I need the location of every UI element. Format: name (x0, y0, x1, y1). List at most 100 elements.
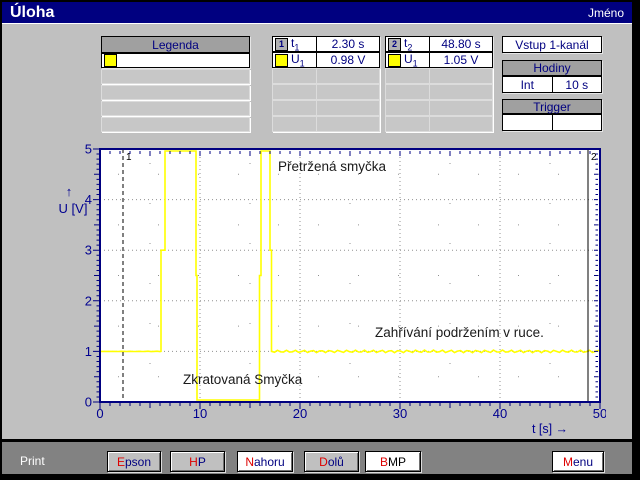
y-tick-label: 1 (85, 344, 92, 359)
measurement-chart: 1 2 Přetržená smyčka Zahřívání podržením v … (59, 142, 606, 437)
cursor-row-label-cell: U1 (273, 51, 317, 69)
legend-header: Legenda (101, 36, 250, 53)
signal-trace-u1 (100, 150, 601, 401)
cursor-id-swatch: 2 (388, 37, 401, 51)
axis-ticks (93, 148, 601, 409)
cursor-row-value-cell (430, 117, 492, 131)
cursor-row-value-cell (430, 69, 492, 83)
legend-series-swatch (104, 54, 117, 67)
legend-row (101, 101, 250, 116)
cursor-row-label-cell (386, 101, 430, 115)
cursor-label-2: 2 (591, 152, 597, 163)
cursor-row: U1 0.98 V (272, 52, 380, 68)
series-color-swatch (275, 53, 288, 67)
cursor-row-label-cell: 1 t1 (273, 35, 317, 53)
cursor-row (385, 68, 493, 84)
cursor-row (385, 100, 493, 116)
cursor-2[interactable]: 2 (587, 149, 597, 402)
quantity-symbol: t2 (404, 35, 413, 53)
cursor-row-label-cell: U1 (386, 52, 430, 68)
y-tick-label: 0 (85, 395, 92, 410)
chart-annotation-2: Zahřívání podržením v ruce. (375, 325, 544, 340)
legend-row (101, 53, 250, 68)
cursor-label-1: 1 (126, 152, 132, 163)
trigger-box: Trigger (502, 99, 602, 131)
x-tick-label: 0 (96, 406, 103, 421)
cursor-readout-value: 48.80 s (441, 37, 481, 51)
x-tick-label: 10 (193, 406, 207, 421)
title-bar: Úloha Jméno (2, 2, 632, 23)
legend-row (101, 69, 250, 84)
plot-area[interactable] (100, 149, 600, 402)
cursor-row (272, 100, 380, 116)
x-axis-label: t [s] → (532, 422, 568, 436)
main-area: Legenda 1 t1 2.30 s U1 0.98 V 2 t2 48.80 s U1 1.… (2, 23, 632, 440)
cursor-row: 2 t2 48.80 s (385, 36, 493, 52)
cursor-row-value-cell (317, 69, 379, 83)
y-tick-label: 3 (85, 243, 92, 258)
legend-row (101, 85, 250, 100)
cursor-row (385, 84, 493, 100)
clock-header: Hodiny (502, 60, 602, 76)
cursor-row-label-cell (273, 69, 317, 83)
cursor-readout-value: 0.98 V (330, 53, 366, 67)
name-label: Jméno (587, 5, 624, 20)
y-tick-label: 2 (85, 293, 92, 308)
trigger-header: Trigger (502, 99, 602, 114)
print-label: Print (20, 454, 45, 468)
y-axis-arrow-icon: ↑ (66, 184, 73, 199)
trigger-cell-1[interactable] (502, 114, 553, 131)
cursor-readout-value: 1.05 V (443, 53, 479, 67)
series-color-swatch (388, 53, 401, 67)
legend-row (101, 117, 250, 132)
clock-interval-cell[interactable]: 10 s (552, 76, 602, 93)
clock-box: Hodiny Int 10 s (502, 60, 602, 93)
cursor-row-label-cell (273, 101, 317, 115)
chart-annotation-3: Zkratovaná Smyčka (183, 372, 303, 387)
cursor-row (272, 68, 380, 84)
legend-table: Legenda (101, 36, 250, 132)
cursor-row-label-cell (386, 85, 430, 99)
cursor-row-value-cell: 48.80 s (430, 37, 492, 51)
plot-border (99, 148, 601, 403)
cursor-row-value-cell: 0.98 V (317, 53, 379, 67)
bottom-frame (0, 474, 640, 480)
cursor-row-label-cell (386, 69, 430, 83)
cursor-panel-1: 1 t1 2.30 s U1 0.98 V (272, 36, 380, 132)
window-title: Úloha (10, 3, 55, 21)
cursor-row-value-cell (317, 101, 379, 115)
cursor-row-value-cell: 2.30 s (317, 37, 379, 51)
cursor-panel-2: 2 t2 48.80 s U1 1.05 V (385, 36, 493, 132)
clock-source-cell[interactable]: Int (502, 76, 553, 93)
quantity-symbol: U1 (291, 51, 305, 69)
cursor-id-swatch: 1 (275, 37, 288, 51)
cursor-row-value-cell (430, 85, 492, 99)
cursor-row: 1 t1 2.30 s (272, 36, 380, 52)
cursor-row-value-cell (317, 117, 379, 131)
bmp-button[interactable]: B MP (365, 451, 421, 472)
cursor-row: U1 1.05 V (385, 52, 493, 68)
input-channel-box: Vstup 1-kanál (502, 36, 602, 53)
cursor-row-value-cell: 1.05 V (430, 53, 492, 67)
chart-annotation-1: Přetržená smyčka (278, 159, 387, 174)
cursor-row-value-cell (317, 85, 379, 99)
x-tick-label: 40 (493, 406, 507, 421)
x-tick-label: 20 (293, 406, 307, 421)
x-tick-label: 30 (393, 406, 407, 421)
cursor-row (385, 116, 493, 132)
cursor-row-label-cell (386, 117, 430, 131)
y-tick-label: 4 (85, 192, 92, 207)
x-tick-label: 50 (593, 406, 606, 421)
trigger-cell-2[interactable] (552, 114, 602, 131)
quantity-symbol: t1 (291, 35, 300, 53)
cursor-row (272, 84, 380, 100)
cursor-row (272, 116, 380, 132)
cursor-1[interactable]: 1 (122, 149, 132, 402)
